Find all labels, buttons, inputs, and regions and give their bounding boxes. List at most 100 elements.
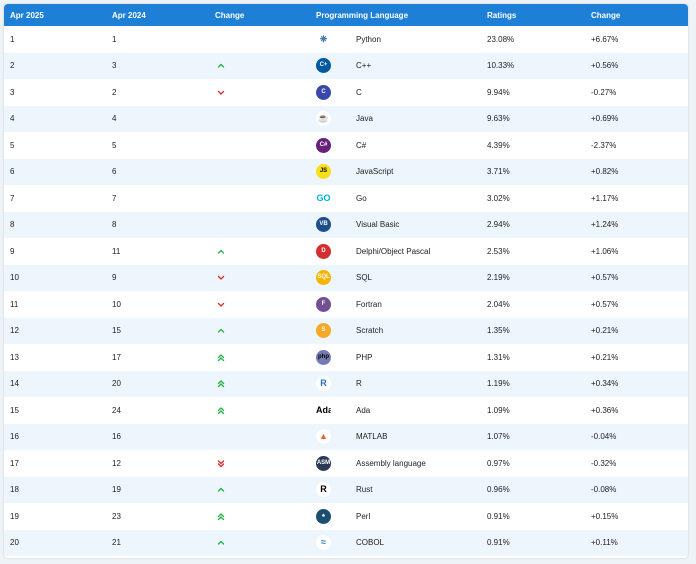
csharp-icon: C#	[316, 137, 331, 153]
perl-icon: ♠	[316, 508, 331, 524]
arrow-up-icon	[217, 63, 225, 68]
table-row[interactable]: 10 9 SQL SQL 2.19% +0.57%	[4, 264, 688, 291]
language-name[interactable]: Delphi/Object Pascal	[356, 246, 431, 256]
header-apr-2025[interactable]: Apr 2025	[10, 10, 44, 20]
table-row[interactable]: 15 24 Ada Ada 1.09% +0.36%	[4, 397, 688, 424]
header-change-rank[interactable]: Change	[215, 10, 245, 20]
table-row[interactable]: 11 10 F Fortran 2.04% +0.57%	[4, 291, 688, 318]
language-logo-cell: ❈	[316, 26, 356, 53]
table-row[interactable]: 12 15 S Scratch 1.35% +0.21%	[4, 317, 688, 345]
table-row[interactable]: 19 23 ♠ Perl 0.91% +0.15%	[4, 503, 688, 530]
arrow-down-double-icon	[217, 459, 225, 467]
arrow-up-icon	[217, 328, 225, 333]
header-language-label: Programming Language	[316, 11, 409, 20]
tiobe-index-table: Apr 2025 Apr 2024 Change Programming Lan…	[4, 4, 688, 558]
language-name[interactable]: Assembly language	[356, 458, 426, 468]
header-change-rating[interactable]: Change	[591, 10, 621, 20]
table-row[interactable]: 2 3 C+ C++ 10.33% +0.56%	[4, 52, 688, 79]
table-body: 1 1 ❈ Python 23.08% +6.67% 2 3 C+ C++ 10.33% +0.56%…	[4, 26, 688, 556]
arrow-up-double-icon	[217, 380, 225, 388]
language-name[interactable]: PHP	[356, 352, 373, 362]
rating-change: +1.17%	[591, 193, 619, 203]
language-name[interactable]: Visual Basic	[356, 220, 400, 230]
rank-change-indicator	[215, 159, 316, 186]
table-row[interactable]: 7 7 GO Go 3.02% +1.17%	[4, 185, 688, 212]
language-logo-cell: ☕	[316, 106, 356, 133]
java-icon: ☕	[316, 111, 331, 127]
table-row[interactable]: 14 20 R R 1.19% +0.34%	[4, 370, 688, 398]
language-rating: 2.53%	[487, 246, 510, 256]
table-header-row: Apr 2025 Apr 2024 Change Programming Lan…	[4, 4, 688, 26]
php-icon: php	[316, 349, 331, 365]
rank-2025: 20	[10, 538, 19, 548]
rank-change-indicator	[215, 185, 316, 212]
language-name[interactable]: Scratch	[356, 326, 384, 336]
arrow-down-icon	[217, 275, 225, 280]
arrow-up-icon	[217, 249, 225, 254]
table-row[interactable]: 6 6 JS JavaScript 3.71% +0.82%	[4, 158, 688, 186]
rank-2025: 2	[10, 61, 15, 71]
header-ratings[interactable]: Ratings	[487, 10, 517, 20]
assembly-icon: ASM	[316, 455, 331, 471]
language-name[interactable]: C++	[356, 61, 372, 71]
rank-change-indicator	[215, 530, 316, 557]
language-name[interactable]: C	[356, 87, 362, 97]
language-name[interactable]: C#	[356, 140, 367, 150]
rank-change-indicator	[215, 132, 316, 159]
rank-2024: 7	[112, 193, 117, 203]
rank-2024: 10	[112, 299, 121, 309]
language-name[interactable]: Perl	[356, 511, 371, 521]
rank-2025: 16	[10, 432, 19, 442]
language-name[interactable]: SQL	[356, 273, 373, 283]
table-row[interactable]: 8 8 VB Visual Basic 2.94% +1.24%	[4, 211, 688, 238]
language-name[interactable]: Fortran	[356, 299, 382, 309]
language-rating: 3.71%	[487, 167, 510, 177]
language-rating: 0.91%	[487, 511, 510, 521]
language-name[interactable]: JavaScript	[356, 167, 394, 177]
language-name[interactable]: R	[356, 379, 362, 389]
language-name[interactable]: Java	[356, 114, 373, 124]
table-row[interactable]: 20 21 ≈ COBOL 0.91% +0.11%	[4, 529, 688, 557]
language-rating: 2.94%	[487, 220, 510, 230]
language-logo-cell: S	[316, 318, 356, 345]
rank-2024: 12	[112, 458, 121, 468]
table-row[interactable]: 9 11 D Delphi/Object Pascal 2.53% +1.06%	[4, 238, 688, 265]
table-row[interactable]: 3 2 C C 9.94% -0.27%	[4, 79, 688, 106]
language-rating: 10.33%	[487, 61, 515, 71]
rank-2024: 24	[112, 405, 121, 415]
table-row[interactable]: 16 16 ▲ MATLAB 1.07% -0.04%	[4, 423, 688, 450]
rating-change: +0.21%	[591, 352, 619, 362]
table-row[interactable]: 18 19 R Rust 0.96% -0.08%	[4, 476, 688, 503]
rating-change: -0.08%	[591, 485, 617, 495]
rank-2025: 12	[10, 326, 19, 336]
matlab-icon: ▲	[316, 429, 331, 445]
header-language[interactable]: Programming Language	[316, 4, 487, 26]
language-name[interactable]: Go	[356, 193, 367, 203]
language-name[interactable]: Rust	[356, 485, 373, 495]
rating-change: +6.67%	[591, 34, 619, 44]
language-rating: 0.97%	[487, 458, 510, 468]
table-row[interactable]: 13 17 php PHP 1.31% +0.21%	[4, 344, 688, 371]
language-logo-cell: ≈	[316, 530, 356, 557]
language-logo-cell: R	[316, 371, 356, 398]
header-apr-2024[interactable]: Apr 2024	[112, 10, 146, 20]
language-logo-cell: JS	[316, 159, 356, 186]
language-name[interactable]: COBOL	[356, 538, 385, 548]
language-logo-cell: php	[316, 344, 356, 371]
rank-change-indicator	[215, 238, 316, 265]
rank-2025: 18	[10, 485, 19, 495]
language-name[interactable]: MATLAB	[356, 432, 388, 442]
language-name[interactable]: Python	[356, 34, 381, 44]
rank-2024: 4	[112, 114, 117, 124]
rank-2024: 8	[112, 220, 117, 230]
ranking-table: Apr 2025 Apr 2024 Change Programming Lan…	[4, 4, 688, 556]
table-row[interactable]: 1 1 ❈ Python 23.08% +6.67%	[4, 26, 688, 53]
table-row[interactable]: 5 5 C# C# 4.39% -2.37%	[4, 132, 688, 159]
table-row[interactable]: 4 4 ☕ Java 9.63% +0.69%	[4, 105, 688, 133]
language-name[interactable]: Ada	[356, 405, 371, 415]
rank-change-indicator	[215, 79, 316, 106]
table-row[interactable]: 17 12 ASM Assembly language 0.97% -0.32%	[4, 450, 688, 477]
rating-change: +0.57%	[591, 273, 619, 283]
rank-2024: 23	[112, 511, 121, 521]
rating-change: +0.57%	[591, 299, 619, 309]
